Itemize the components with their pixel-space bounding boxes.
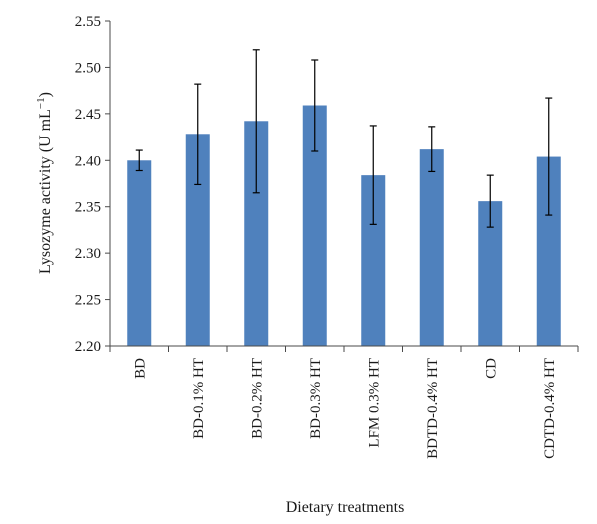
x-category-label: BD-0.2% HT [249, 358, 265, 439]
error-bar [311, 59, 319, 152]
bar [419, 149, 444, 346]
x-axis-ticks [109, 346, 579, 352]
error-bar [486, 174, 494, 228]
y-tick-label: 2.20 [75, 339, 101, 355]
error-bars [135, 49, 553, 228]
x-category-label: LFM 0.3% HT [366, 358, 382, 448]
x-category-label: BDTD-0.4% HT [425, 358, 441, 459]
x-axis-title: Dietary treatments [286, 499, 405, 516]
x-category-label: BD-0.3% HT [308, 358, 324, 439]
y-tick-label: 2.50 [75, 60, 101, 76]
category-labels: BD BD-0.1% HT BD-0.2% HT BD-0.3% HT LFM 0.3%… [132, 358, 558, 459]
y-axis-ticks: 2.20 2.25 2.30 2.35 2.40 2.45 2.50 2.55 [75, 14, 110, 355]
error-bar [194, 83, 202, 186]
x-category-label: CD [483, 358, 499, 379]
error-bar [369, 125, 377, 225]
error-bar [428, 126, 436, 173]
x-category-label: CDTD-0.4% HT [542, 358, 558, 459]
x-category-label: BD [132, 358, 148, 379]
y-tick-label: 2.25 [75, 293, 101, 309]
error-bar [135, 149, 143, 172]
bars [127, 105, 561, 347]
y-tick-label: 2.45 [75, 107, 101, 123]
y-axis-title: Lysozyme activity (U mL−1) [35, 92, 54, 274]
y-tick-label: 2.40 [75, 153, 101, 169]
error-bar [252, 49, 260, 194]
y-tick-label: 2.30 [75, 246, 101, 262]
error-bar [545, 97, 553, 216]
bar [127, 160, 152, 346]
y-tick-label: 2.55 [75, 14, 101, 30]
x-category-label: BD-0.1% HT [191, 358, 207, 439]
y-tick-label: 2.35 [75, 200, 101, 216]
